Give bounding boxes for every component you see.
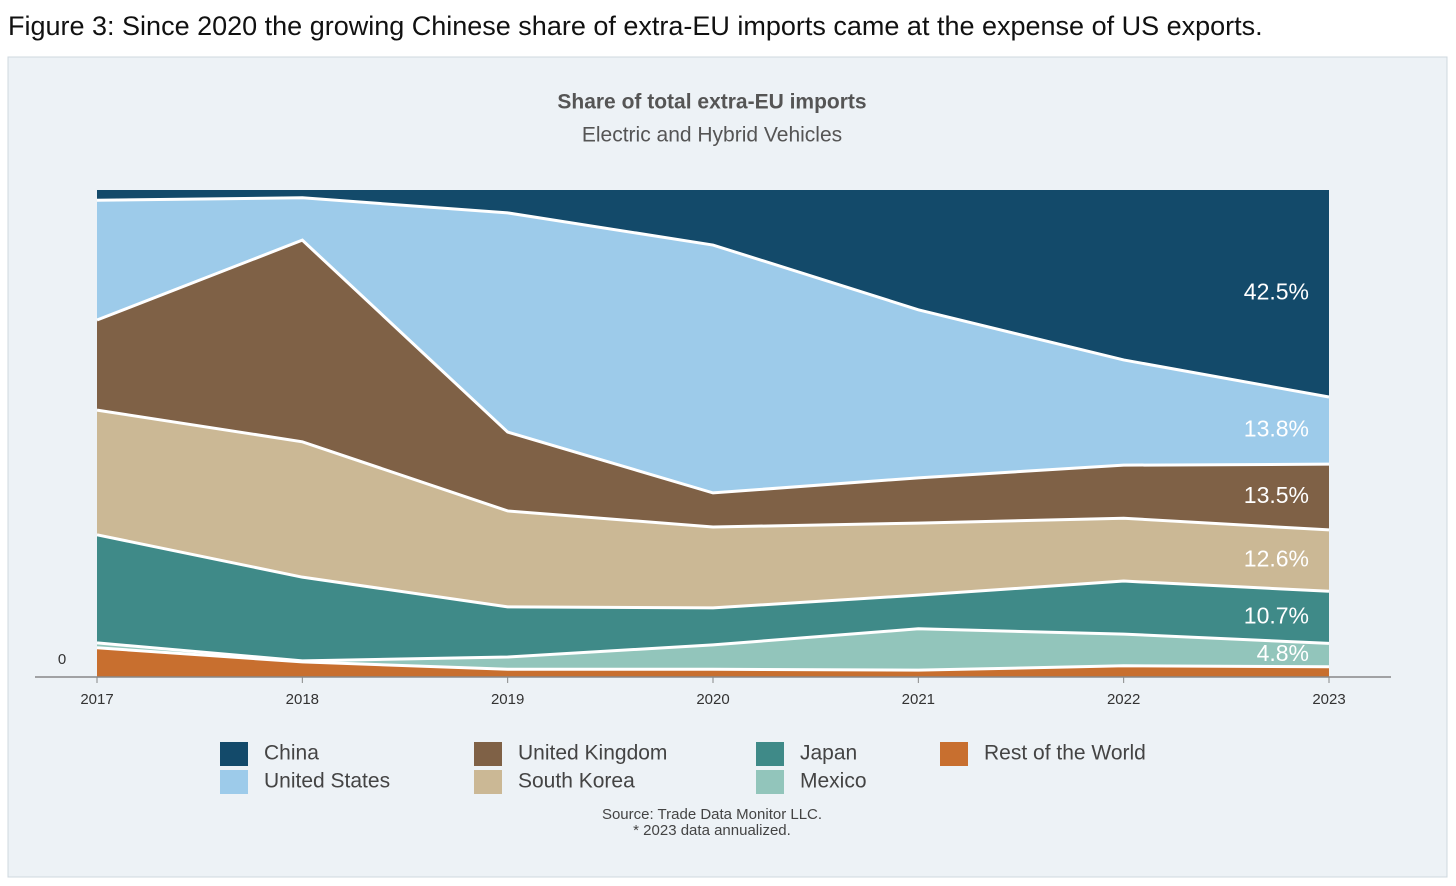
legend-swatch (220, 742, 248, 766)
y-tick-label: 0 (58, 651, 66, 668)
x-tick-label: 2023 (1312, 691, 1345, 708)
legend-label: Japan (800, 742, 857, 765)
legend-label: China (264, 742, 319, 765)
area (97, 240, 1329, 530)
legend-label: Mexico (800, 770, 867, 793)
value-label: 13.5% (1244, 482, 1309, 508)
value-label: 42.5% (1244, 279, 1309, 305)
legend-label: United States (264, 770, 390, 793)
legend-swatch (474, 770, 502, 794)
value-label: 13.8% (1244, 416, 1309, 442)
value-label: 12.6% (1244, 546, 1309, 572)
x-tick-label: 2022 (1107, 691, 1140, 708)
area (97, 534, 1329, 661)
note: * 2023 data annualized. (633, 822, 791, 839)
legend-swatch (756, 742, 784, 766)
figure-caption: Figure 3: Since 2020 the growing Chinese… (8, 11, 1263, 41)
x-tick-label: 2018 (286, 691, 319, 708)
legend-label: United Kingdom (518, 742, 667, 765)
legend-swatch (220, 770, 248, 794)
legend-swatch (474, 742, 502, 766)
legend-swatch (940, 742, 968, 766)
chart-title: Share of total extra-EU imports (557, 91, 866, 114)
area-boundary (96, 238, 1330, 495)
area-boundary (96, 196, 1330, 399)
x-tick-label: 2021 (902, 691, 935, 708)
legend-label: South Korea (518, 770, 635, 793)
value-label: 10.7% (1244, 602, 1309, 628)
x-tick-label: 2017 (80, 691, 113, 708)
legend-label: Rest of the World (984, 742, 1146, 765)
area (97, 197, 1329, 493)
x-tick-label: 2019 (491, 691, 524, 708)
source: Source: Trade Data Monitor LLC. (602, 806, 822, 823)
area-boundary (96, 408, 1330, 532)
x-tick-label: 2020 (696, 691, 729, 708)
area-boundary (96, 533, 1330, 610)
chart-subtitle: Electric and Hybrid Vehicles (582, 124, 842, 147)
legend-swatch (756, 770, 784, 794)
area (97, 190, 1329, 397)
area-boundary (96, 627, 1330, 663)
area (97, 647, 1329, 677)
area (97, 410, 1329, 608)
value-label: 4.8% (1257, 640, 1309, 666)
